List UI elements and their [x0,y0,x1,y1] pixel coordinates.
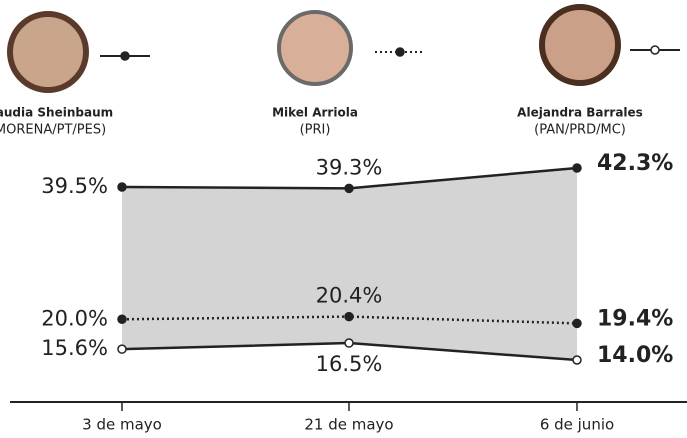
legend-name: Alejandra Barrales [517,106,643,120]
marker [117,344,127,354]
legend-party: (PAN/PRD/MC) [534,123,626,138]
legend-party: (PRI) [300,123,331,138]
photos [7,4,621,93]
photo [277,10,353,86]
x-tick-label: 3 de mayo [82,416,162,434]
legend-name: Mikel Arriola [272,106,358,120]
x-tick-label: 21 de mayo [304,416,393,434]
value-label: 39.3% [316,155,383,179]
marker [572,318,582,329]
marker [117,314,127,325]
value-label: 16.5% [316,352,383,376]
marker [344,311,354,322]
value-label: 20.0% [41,306,108,330]
legend-marker [120,51,130,61]
value-label: 20.4% [316,284,383,308]
legend-marker [395,47,405,57]
series-line [121,315,578,325]
value-label: 14.0% [597,343,673,368]
marker [344,338,354,348]
x-tick-label: 6 de junio [540,416,614,434]
marker [117,182,127,192]
value-label: 19.4% [597,306,673,331]
marker [572,355,582,365]
photo [539,4,621,86]
area [122,168,577,360]
value-label: 39.5% [41,174,108,198]
photo [7,11,89,93]
legend-marker [650,45,660,55]
marker [344,183,354,194]
value-label: 42.3% [597,151,673,176]
legend-party: (MORENA/PT/PES) [0,123,106,138]
marker [572,163,582,173]
legend-name: Claudia Sheinbaum [0,106,113,120]
value-label: 15.6% [41,336,108,360]
